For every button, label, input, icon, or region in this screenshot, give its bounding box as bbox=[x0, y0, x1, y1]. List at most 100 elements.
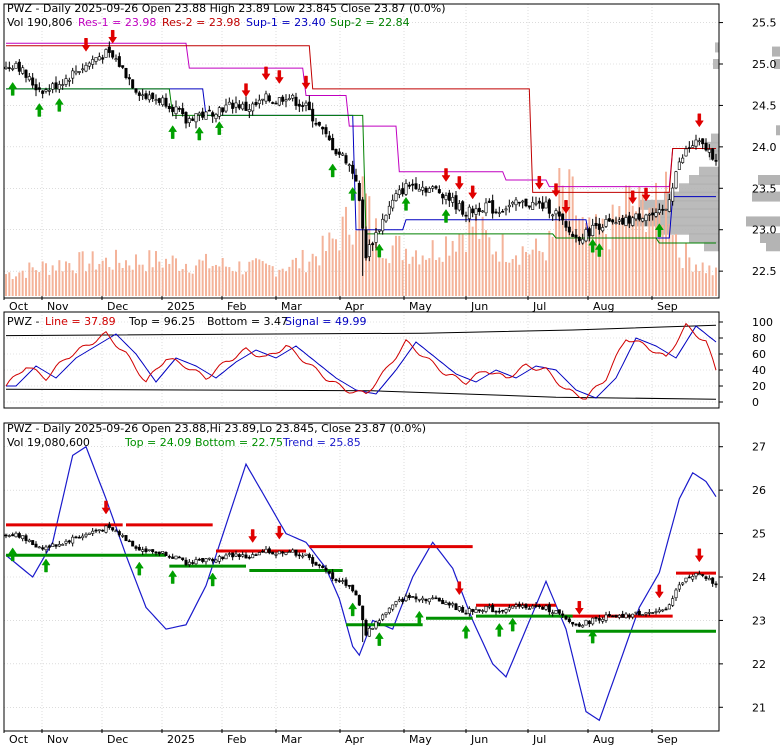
volume-bar bbox=[655, 182, 657, 296]
candle-body bbox=[691, 576, 695, 580]
candle-body bbox=[131, 79, 135, 89]
volume-bar bbox=[25, 277, 27, 296]
volume-bar bbox=[248, 261, 251, 296]
candle-body bbox=[234, 102, 238, 108]
candle-body bbox=[111, 527, 115, 531]
volume-bar bbox=[101, 260, 104, 296]
candle-body bbox=[674, 589, 678, 599]
candle-body bbox=[97, 56, 101, 61]
candle-body bbox=[327, 135, 331, 141]
axis-profile-bar bbox=[746, 216, 780, 227]
candle-body bbox=[421, 186, 425, 191]
candle-body bbox=[214, 114, 218, 119]
candle-body bbox=[104, 49, 108, 58]
volume-bar bbox=[351, 244, 354, 296]
down-arrow-icon bbox=[274, 70, 284, 84]
candle-body bbox=[387, 205, 391, 215]
volume-bar bbox=[41, 261, 44, 296]
candle-body bbox=[381, 614, 385, 620]
candle-body bbox=[417, 188, 421, 192]
volume-bar bbox=[71, 270, 74, 296]
candle-body bbox=[101, 529, 105, 532]
candle-body bbox=[661, 209, 665, 211]
candle-body bbox=[201, 558, 205, 562]
candle-body bbox=[207, 557, 211, 560]
candle-body bbox=[347, 584, 351, 587]
candle-body bbox=[417, 598, 421, 601]
candle-body bbox=[474, 208, 478, 215]
candle-body bbox=[347, 164, 351, 167]
candle-body bbox=[247, 109, 251, 112]
volume-bar bbox=[658, 209, 661, 296]
candle-body bbox=[664, 608, 668, 611]
candle-body bbox=[531, 202, 535, 210]
candle-body bbox=[234, 553, 238, 557]
volume-bar bbox=[288, 266, 291, 296]
volume-bar bbox=[195, 265, 197, 296]
candle-body bbox=[184, 559, 188, 565]
candle-body bbox=[241, 554, 245, 557]
trend-signal-arrows bbox=[8, 500, 704, 646]
volume-bar bbox=[485, 230, 487, 296]
candle-body bbox=[687, 147, 691, 149]
volume-bar bbox=[701, 262, 704, 296]
volume-bar bbox=[138, 264, 141, 296]
candle-body bbox=[157, 551, 161, 555]
legend-sup2: Sup-2 = 22.84 bbox=[330, 16, 410, 29]
candle-body bbox=[114, 58, 118, 61]
candle-body bbox=[217, 107, 221, 117]
candle-body bbox=[187, 118, 191, 124]
candle-body bbox=[54, 82, 58, 89]
volume-bar bbox=[545, 260, 547, 296]
candle-body bbox=[171, 556, 175, 559]
volume-bar bbox=[191, 273, 194, 296]
candle-body bbox=[527, 205, 531, 208]
up-arrow-icon bbox=[134, 561, 144, 576]
candle-body bbox=[467, 206, 471, 219]
candle-body bbox=[161, 551, 165, 554]
candle-body bbox=[107, 524, 111, 528]
candle-body bbox=[214, 559, 218, 563]
volume-bar bbox=[268, 265, 271, 296]
candle-body bbox=[331, 572, 335, 579]
candle-body bbox=[657, 209, 661, 214]
candle-body bbox=[267, 95, 271, 102]
candle-body bbox=[574, 234, 578, 238]
profile-bar bbox=[704, 241, 719, 252]
candle-body bbox=[171, 107, 175, 112]
candle-body bbox=[204, 558, 208, 563]
candle-body bbox=[217, 556, 221, 562]
up-arrow-icon bbox=[41, 558, 51, 573]
volume-bar bbox=[38, 272, 41, 296]
candle-body bbox=[471, 208, 475, 214]
volume-bar bbox=[251, 260, 254, 296]
candle-body bbox=[97, 529, 101, 532]
axis-profile-bar bbox=[766, 241, 780, 252]
volume-bar bbox=[331, 238, 334, 296]
volume-bar bbox=[471, 226, 474, 296]
candle-body bbox=[631, 217, 635, 226]
candle-body bbox=[611, 219, 615, 223]
candle-body bbox=[181, 557, 185, 560]
candle-body bbox=[204, 111, 208, 120]
candle-body bbox=[621, 613, 625, 618]
volume-bar bbox=[398, 235, 401, 296]
candle-body bbox=[594, 617, 598, 619]
x-tick-label: Dec bbox=[107, 733, 128, 745]
volume-bar bbox=[438, 257, 441, 296]
up-arrow-icon bbox=[461, 624, 471, 639]
candle-body bbox=[564, 221, 568, 228]
candle-body bbox=[64, 540, 68, 544]
candle-body bbox=[334, 579, 338, 582]
candle-body bbox=[647, 213, 651, 216]
candle-body bbox=[597, 618, 601, 621]
candle-body bbox=[534, 605, 538, 607]
candle-body bbox=[91, 59, 95, 65]
candle-body bbox=[617, 219, 621, 222]
volume-bar bbox=[608, 249, 611, 296]
candle-body bbox=[407, 184, 411, 187]
volume-bar bbox=[455, 251, 457, 296]
candle-body bbox=[447, 192, 451, 201]
volume-bar bbox=[468, 213, 471, 296]
volume-bar bbox=[355, 230, 357, 296]
